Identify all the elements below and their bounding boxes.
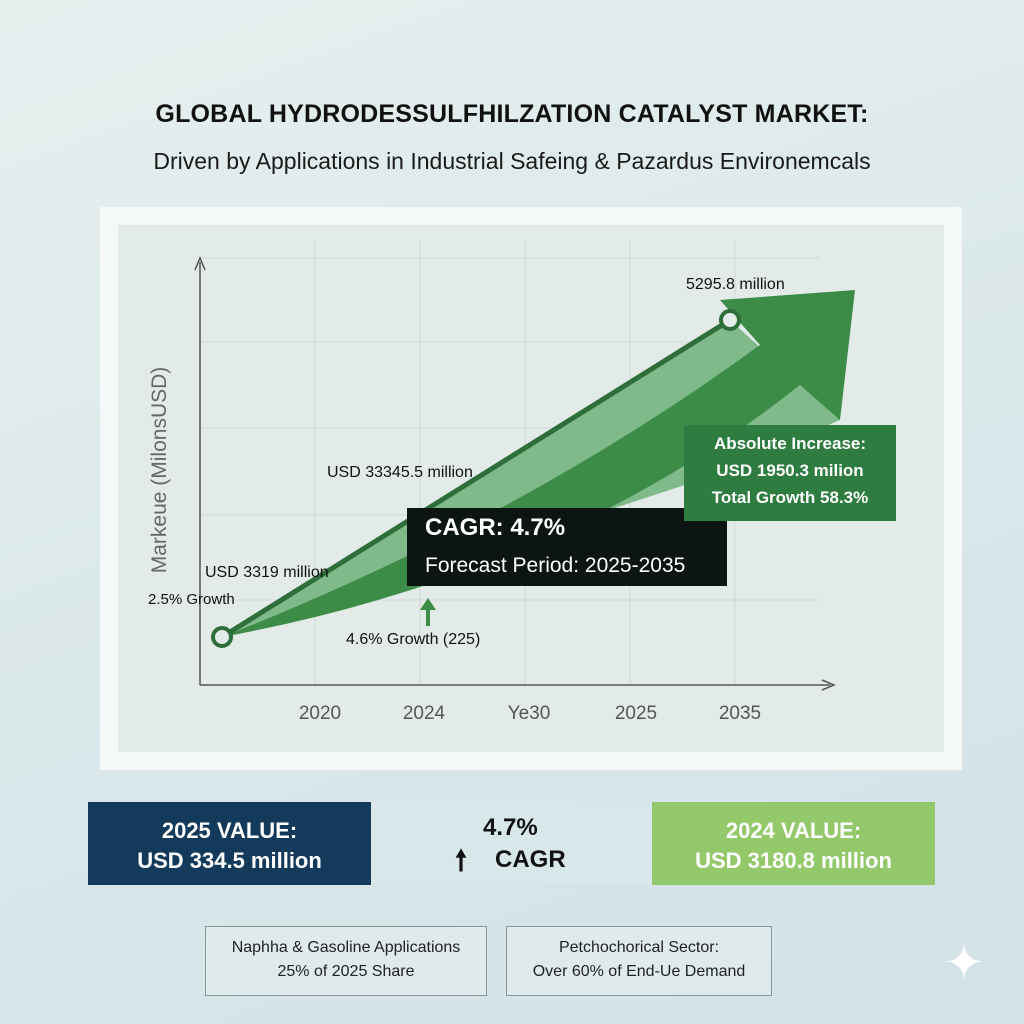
growth-arrow xyxy=(222,290,855,637)
page-title: GLOBAL HYDRODESSULFHILZATION CATALYST MA… xyxy=(155,100,869,128)
x-tick-label: 2035 xyxy=(718,703,762,724)
absolute-increase-callout: Absolute Increase: USD 1950.3 milion Tot… xyxy=(684,425,896,521)
stat-cagr-value: 4.7% xyxy=(483,814,538,841)
card-line: 25% of 2025 Share xyxy=(277,963,415,980)
x-tick-label: 2025 xyxy=(614,703,658,724)
stat-2025-value: 2025 VALUE: USD 334.5 million xyxy=(88,802,371,885)
x-tick-label: 2024 xyxy=(402,703,446,724)
info-card-petrochemical: Petchochorical Sector: Over 60% of End-U… xyxy=(506,926,772,996)
x-tick-label: 2020 xyxy=(298,703,342,724)
total-growth: Total Growth 58.3% xyxy=(711,488,869,507)
start-value-label: USD 3319 million xyxy=(205,564,329,581)
stat-value: USD 334.5 million xyxy=(137,848,322,873)
sparkle-icon: ✦ xyxy=(944,937,985,990)
end-value-label: 5295.8 million xyxy=(686,276,785,293)
stat-title: 2025 VALUE: xyxy=(161,818,298,843)
growth-up-arrow-icon xyxy=(420,598,436,626)
page-subtitle: Driven by Applications in Industrial Saf… xyxy=(153,148,871,174)
stat-title: 2024 VALUE: xyxy=(725,818,862,843)
data-point xyxy=(719,309,741,331)
info-card-naphtha: Naphha & Gasoline Applications 25% of 20… xyxy=(205,926,487,996)
cagr-callout: CAGR: 4.7% Forecast Period: 2025-2035 xyxy=(407,508,727,586)
y-axis-arrow xyxy=(194,256,206,271)
stat-2024-value: 2024 VALUE: USD 3180.8 million xyxy=(652,802,935,885)
start-growth-label: 2.5% Growth xyxy=(148,591,235,608)
series-line xyxy=(220,317,732,640)
abs-increase-title: Absolute Increase: xyxy=(713,434,867,453)
card-line: Naphha & Gasoline Applications xyxy=(231,939,461,956)
stat-value: USD 3180.8 million xyxy=(695,848,892,873)
mid-value-label: USD 33345.5 million xyxy=(327,464,473,481)
forecast-text: Forecast Period: 2025-2035 xyxy=(425,554,686,577)
data-point xyxy=(211,626,233,648)
card-line: Over 60% of End-Ue Demand xyxy=(532,963,746,980)
cagr-text: CAGR: 4.7% xyxy=(425,514,566,541)
card-line: Petchochorical Sector: xyxy=(558,939,720,956)
abs-increase-value: USD 1950.3 milion xyxy=(716,461,864,480)
stat-cagr-label: CAGR xyxy=(495,846,566,873)
x-axis-arrow xyxy=(821,679,836,691)
arrow-up-icon: 🠕 xyxy=(455,845,468,876)
mid-growth-label: 4.6% Growth (225) xyxy=(346,631,481,648)
stat-cagr: 🠕 4.7% CAGR xyxy=(371,802,652,885)
x-tick-label: Ye30 xyxy=(507,703,551,724)
y-axis-label: Markeue (MilonsUSD) xyxy=(148,366,171,574)
